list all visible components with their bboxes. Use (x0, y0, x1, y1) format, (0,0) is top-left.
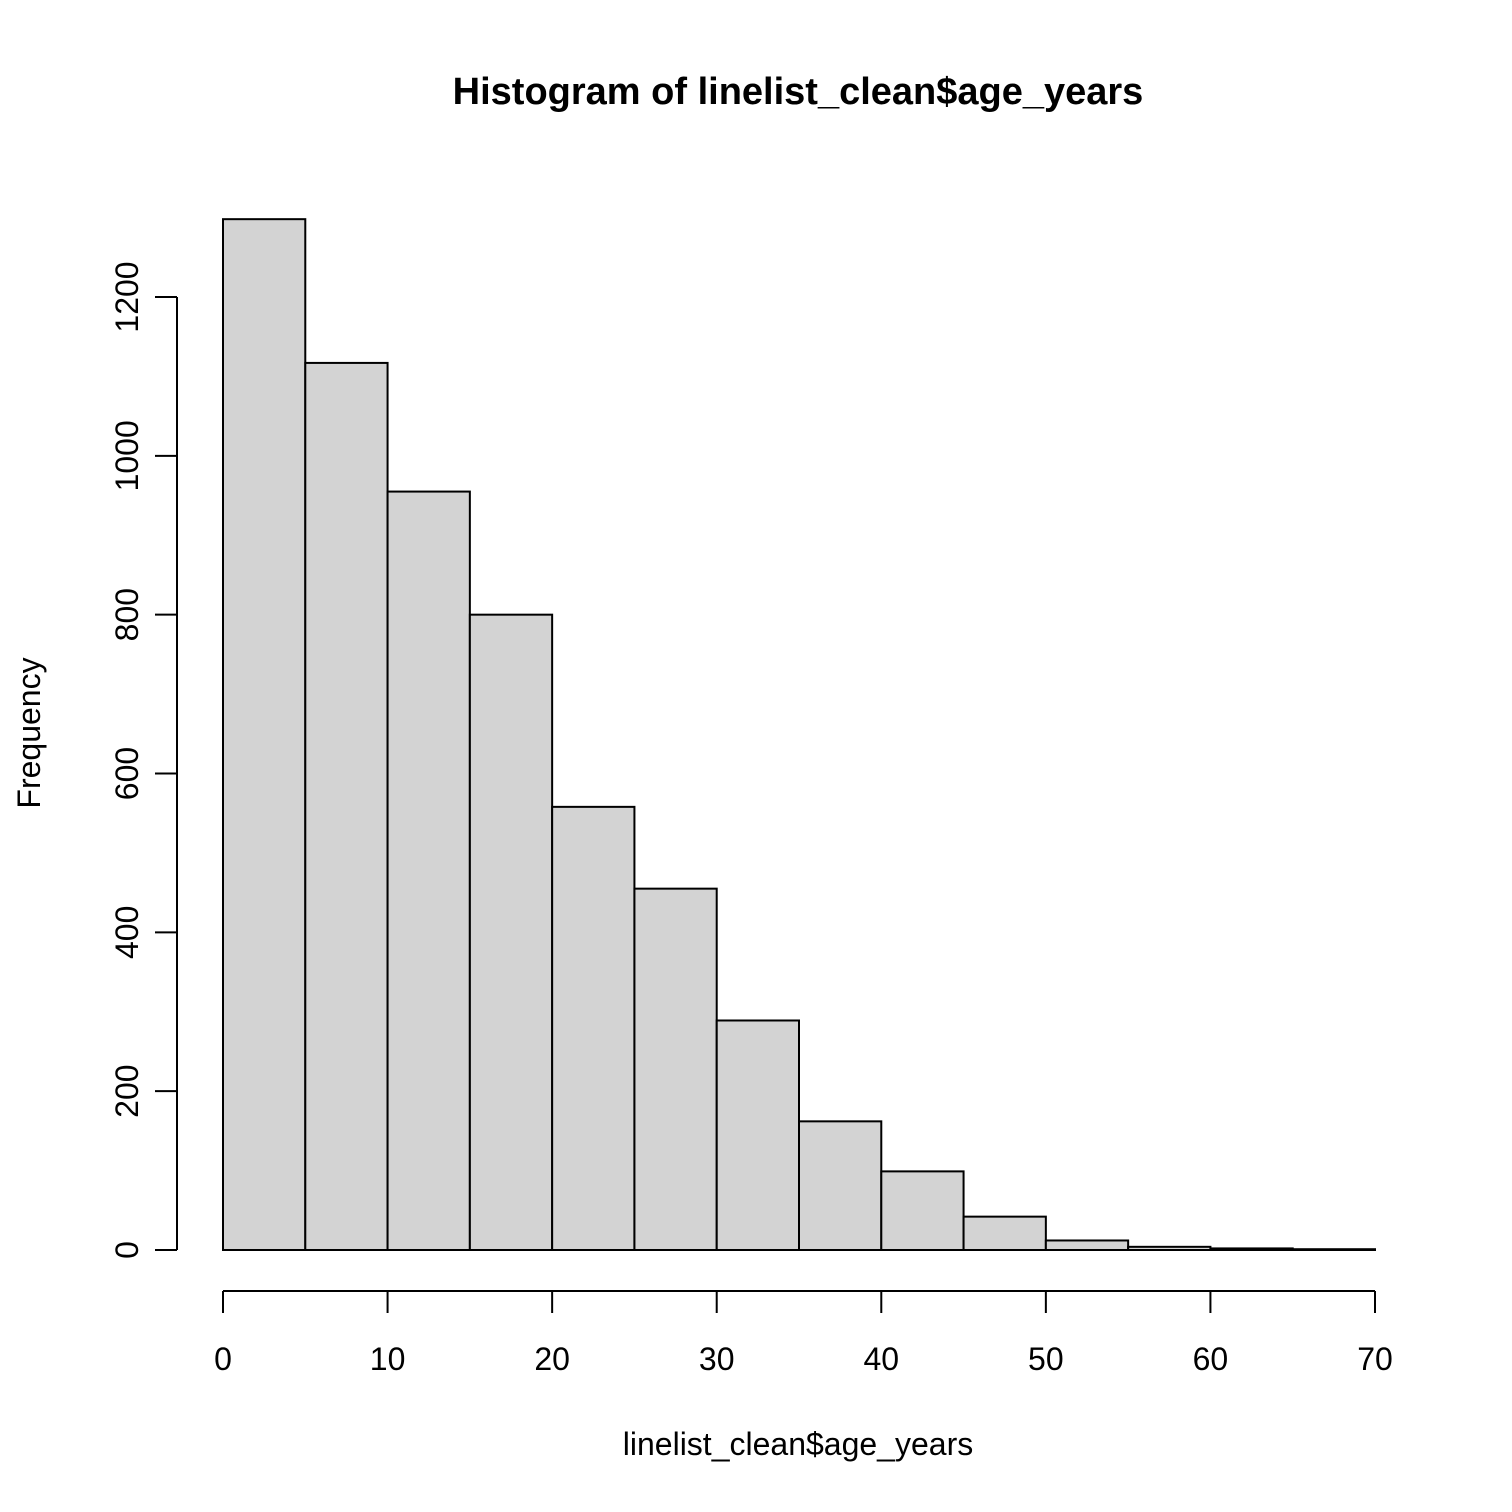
y-tick-label: 200 (109, 1064, 145, 1117)
y-tick-label: 1000 (109, 420, 145, 491)
x-tick-label: 20 (534, 1341, 570, 1377)
histogram-bar (962, 1215, 1047, 1252)
y-axis-label: Frequency (11, 657, 47, 808)
chart-title: Histogram of linelist_clean$age_years (453, 71, 1144, 113)
histogram-bar (468, 613, 554, 1251)
histogram-bar (386, 490, 471, 1251)
y-axis: 0 200 400 600 800 1000 1200 (109, 261, 178, 1259)
bars-group (222, 218, 1376, 1252)
y-tick-label: 800 (109, 588, 145, 641)
y-tick-label: 0 (109, 1241, 145, 1259)
histogram-bar (1127, 1245, 1212, 1252)
histogram-bar (1044, 1239, 1130, 1251)
x-tick-label: 30 (699, 1341, 735, 1377)
x-axis: 0 10 20 30 40 50 60 70 (214, 1290, 1393, 1377)
y-tick-label: 600 (109, 747, 145, 800)
x-axis-label: linelist_clean$age_years (623, 1426, 973, 1462)
histogram-bar (880, 1170, 965, 1251)
x-tick-label: 40 (863, 1341, 899, 1377)
histogram-bar (551, 805, 636, 1251)
y-tick-label: 1200 (109, 261, 145, 332)
y-tick-label: 400 (109, 906, 145, 959)
histogram-bar (633, 887, 718, 1251)
histogram-bar (1209, 1247, 1294, 1251)
x-tick-label: 10 (370, 1341, 406, 1377)
x-tick-label: 50 (1028, 1341, 1064, 1377)
x-tick-label: 0 (214, 1341, 232, 1377)
x-tick-label: 60 (1193, 1341, 1229, 1377)
histogram-bar (798, 1120, 883, 1251)
histogram-bar (304, 361, 389, 1251)
x-tick-label: 70 (1357, 1341, 1393, 1377)
histogram-bar (1291, 1248, 1376, 1251)
histogram-bar (222, 218, 307, 1252)
histogram-bar (715, 1019, 801, 1251)
